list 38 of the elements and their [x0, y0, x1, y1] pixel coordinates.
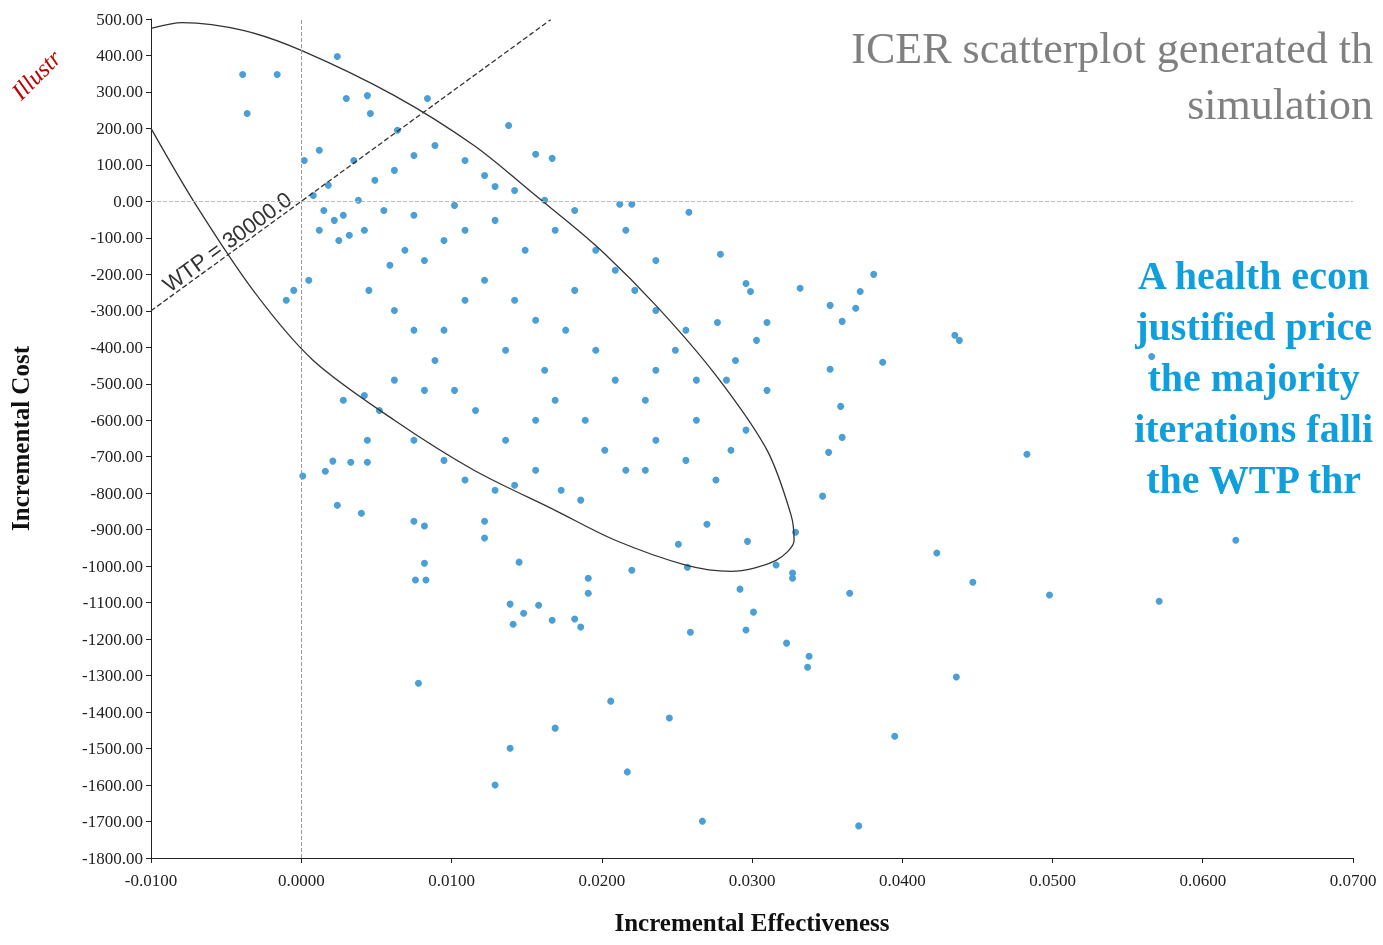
y-tick-label: -1700.00 [82, 812, 143, 832]
y-tick-label: 300.00 [96, 82, 143, 102]
x-tick-label: 0.0400 [878, 871, 926, 890]
y-tick-label: -1300.00 [82, 666, 143, 686]
y-tick-label: -1800.00 [82, 848, 143, 868]
x-tick-label: 0.0700 [1329, 871, 1377, 890]
y-tick-label: 500.00 [96, 9, 143, 29]
y-tick-label: -900.00 [90, 520, 143, 540]
annotation: A health econ justified price the majority iterations falli the WTP thr [1134, 253, 1374, 502]
y-tick-label: -1000.00 [82, 556, 143, 576]
line-series [150, 22, 795, 572]
text: ICER scatterplot generated th simulation [851, 23, 1373, 129]
y-tick-label: -800.00 [90, 483, 143, 503]
y-axis-title: Incremental Cost [7, 345, 34, 531]
y-tick-label: 0.00 [113, 191, 143, 211]
x-tick-label: -0.0100 [124, 871, 178, 890]
y-tick-label: -200.00 [90, 264, 143, 284]
y-tick-label: -300.00 [90, 301, 143, 321]
y-tick-label: -100.00 [90, 228, 143, 248]
x-tick-label: 0.0200 [578, 871, 626, 890]
y-tick-label: -700.00 [90, 447, 143, 467]
y-tick-label: -400.00 [90, 337, 143, 357]
y-tick-label: -1100.00 [82, 593, 143, 613]
x-tick-label: 0.0500 [1029, 871, 1076, 890]
y-tick-label: -1400.00 [82, 702, 143, 722]
x-tick-label: 0.0000 [277, 871, 325, 890]
y-tick-label: -1500.00 [82, 739, 143, 759]
x-tick-label: 0.0300 [728, 871, 776, 890]
y-tick-label: 200.00 [96, 118, 143, 138]
y-tick-label: -1600.00 [82, 775, 143, 795]
y-tick-label: 100.00 [96, 155, 143, 175]
y-tick-label: -500.00 [90, 374, 143, 394]
x-tick-label: 0.0600 [1179, 871, 1227, 890]
x-tick-label: 0.0100 [428, 871, 475, 890]
x-axis-title: Incremental Effectiveness [614, 909, 890, 936]
y-tick-label: 400.00 [96, 45, 143, 65]
y-tick-label: -600.00 [90, 410, 143, 430]
y-tick-label: -1200.00 [82, 629, 143, 649]
